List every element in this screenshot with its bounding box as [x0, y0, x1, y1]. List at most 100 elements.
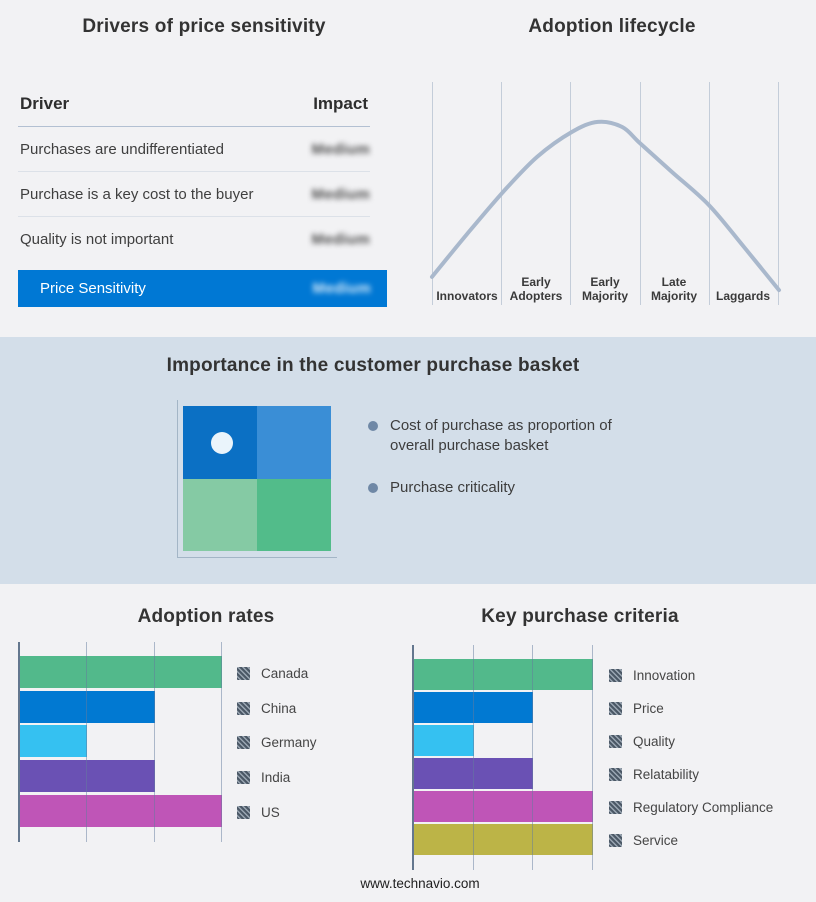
driver-text: Purchases are undifferentiated	[20, 140, 225, 158]
price-sensitivity-label: Price Sensitivity	[40, 280, 146, 297]
bar-regulatory-compliance	[414, 791, 593, 822]
price-sensitivity-impact-redacted: Medium	[312, 280, 371, 297]
bar-quality	[414, 725, 474, 756]
legend-label: Price	[633, 701, 664, 716]
legend-label: Canada	[261, 665, 309, 681]
legend-label: India	[261, 769, 291, 785]
chart-gridline	[592, 645, 593, 870]
impact-value-redacted: Medium	[311, 230, 370, 248]
adoption-lifecycle-chart: Innovators Early Adopters Early Majority La…	[430, 82, 781, 305]
legend-item: Quality	[609, 725, 773, 758]
table-header-divider	[18, 126, 370, 127]
redacted-value-swatch-icon	[237, 666, 250, 680]
legend-item: China	[237, 691, 317, 726]
legend-label: Innovation	[633, 668, 696, 683]
adoption-rates-title: Adoption rates	[137, 606, 275, 627]
chart-gridline	[532, 645, 533, 870]
legend-label: Regulatory Compliance	[633, 800, 774, 815]
redacted-value-swatch-icon	[237, 770, 250, 784]
legend-item: US	[237, 795, 317, 830]
legend-label: US	[261, 804, 280, 820]
lifecycle-gridline	[640, 82, 641, 305]
chart-gridline	[221, 642, 222, 842]
bullet-item: Cost of purchase as proportion of overal…	[368, 416, 648, 455]
quadrant-y-axis	[177, 400, 178, 557]
bar-canada	[20, 656, 222, 688]
bullet-icon	[368, 483, 378, 493]
key-purchase-criteria-chart	[412, 645, 593, 870]
driver-text: Quality is not important	[20, 230, 174, 248]
quadrant-cell-top-left	[183, 406, 257, 479]
redacted-value-swatch-icon	[609, 702, 622, 715]
redacted-value-swatch-icon	[609, 834, 622, 847]
legend-label: Relatability	[633, 767, 700, 782]
basket-title: Importance in the customer purchase bask…	[166, 355, 580, 376]
redacted-value-swatch-icon	[237, 701, 250, 715]
quadrant-cell-top-right	[257, 406, 331, 479]
bar-china	[20, 691, 155, 723]
quadrant-x-axis	[177, 557, 337, 558]
technavio-link[interactable]: www.technavio.com	[360, 876, 480, 891]
quadrant-chart	[183, 406, 331, 551]
chart-gridline	[86, 642, 87, 842]
driver-text: Purchase is a key cost to the buyer	[20, 185, 254, 203]
impact-value-redacted: Medium	[311, 140, 370, 158]
drivers-table-rows: Purchases are undifferentiated Medium Purc…	[18, 127, 370, 261]
chart-gridline	[154, 642, 155, 842]
drivers-table-header: Driver Impact	[20, 94, 368, 114]
legend-label: Germany	[261, 735, 317, 751]
position-marker-dot	[211, 432, 233, 454]
bar-us	[20, 795, 222, 827]
redacted-value-swatch-icon	[609, 735, 622, 748]
bullet-text: Purchase criticality	[390, 479, 516, 496]
chart-gridline	[473, 645, 474, 870]
purchase-basket-section: Importance in the customer purchase bask…	[0, 337, 816, 584]
adoption-rates-chart	[18, 642, 222, 842]
legend-item: Relatability	[609, 758, 773, 791]
impact-column-header: Impact	[313, 94, 368, 113]
driver-row: Quality is not important Medium	[18, 217, 370, 261]
lifecycle-gridline	[709, 82, 710, 305]
stage-label: Early Majority	[581, 274, 628, 303]
legend-item: Germany	[237, 725, 317, 760]
driver-row: Purchases are undifferentiated Medium	[18, 127, 370, 172]
legend-item: Service	[609, 824, 773, 857]
impact-value-redacted: Medium	[311, 185, 370, 203]
bullet-item: Purchase criticality	[368, 478, 648, 498]
footer: www.technavio.com	[12, 875, 816, 893]
lifecycle-gridline	[778, 82, 779, 305]
redacted-value-swatch-icon	[609, 768, 622, 781]
bullet-icon	[368, 421, 378, 431]
driver-column-header: Driver	[20, 94, 70, 113]
quadrant-cell-bottom-left	[183, 478, 257, 551]
stage-label: Innovators	[436, 288, 498, 303]
lifecycle-gridline	[432, 82, 433, 305]
stage-label: Laggards	[715, 288, 770, 303]
bar-innovation	[414, 659, 593, 690]
adoption-rates-legend: Canada China Germany India US	[237, 656, 317, 829]
legend-item: Innovation	[609, 659, 773, 692]
bar-india	[20, 760, 155, 792]
lifecycle-title: Adoption lifecycle	[528, 16, 696, 37]
legend-item: Canada	[237, 656, 317, 691]
bullet-text: Cost of purchase as proportion of overal…	[390, 417, 612, 454]
redacted-value-swatch-icon	[237, 805, 250, 819]
lifecycle-gridline	[570, 82, 571, 305]
legend-label: Service	[633, 833, 679, 848]
price-sensitivity-row: Price Sensitivity Medium	[18, 270, 387, 307]
stage-label: Late Majority	[650, 274, 697, 303]
redacted-value-swatch-icon	[237, 736, 250, 750]
stage-label: Early Adopters	[509, 274, 563, 303]
redacted-value-swatch-icon	[609, 669, 622, 682]
key-purchase-criteria-legend: Innovation Price Quality Relatability Regula…	[609, 659, 773, 857]
basket-bullets: Cost of purchase as proportion of overal…	[368, 416, 648, 521]
driver-row: Purchase is a key cost to the buyer Mediu…	[18, 172, 370, 217]
legend-label: China	[261, 700, 297, 716]
legend-item: Regulatory Compliance	[609, 791, 773, 824]
bar-germany	[20, 725, 87, 757]
drivers-title: Drivers of price sensitivity	[82, 16, 326, 37]
bar-service	[414, 824, 593, 855]
legend-item: India	[237, 760, 317, 795]
key-purchase-criteria-title: Key purchase criteria	[481, 606, 679, 627]
